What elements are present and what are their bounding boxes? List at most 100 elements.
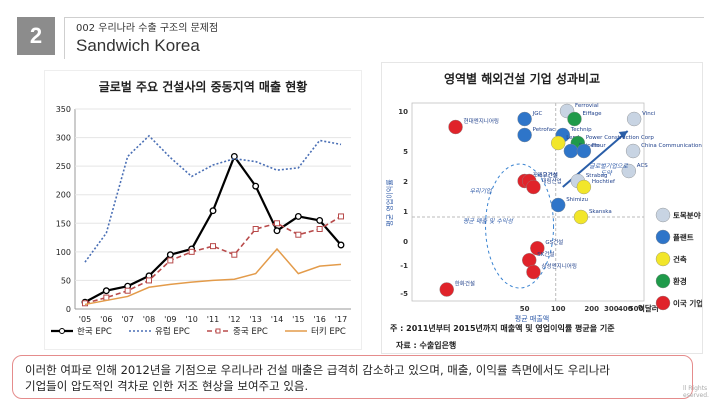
- x-tick-label: '05: [79, 315, 91, 324]
- data-point: [146, 277, 152, 284]
- point-label: 대림산업: [541, 177, 561, 185]
- page-subtitle: 002 우리나라 수출 구조의 문제점: [76, 23, 219, 34]
- data-point: [188, 248, 195, 255]
- chart-note: 주 : 2011년부터 2015년까지 매출액 및 영업이익률 평균을 기준: [390, 323, 615, 333]
- point-label: ACS: [637, 163, 649, 169]
- annotation-average: 평균 매출 및 수익성: [463, 218, 514, 225]
- x-tick-label: 500: [629, 305, 644, 313]
- x-tick-label: 200: [584, 305, 599, 313]
- x-tick-label: '14: [271, 315, 283, 324]
- section-number: 2: [29, 23, 43, 48]
- legend-swatch: [655, 273, 671, 289]
- y-tick-label: 2: [403, 178, 408, 186]
- data-point: [338, 213, 344, 220]
- y-tick-label: 150: [56, 219, 71, 228]
- point-label: 포스코건설: [533, 171, 558, 179]
- data-point: [337, 241, 345, 249]
- data-point: [82, 300, 88, 307]
- scatter-point: [563, 143, 579, 159]
- scatter-point: [567, 111, 582, 127]
- legend-label: 터키 EPC: [311, 327, 346, 337]
- line-chart-title: 글로벌 주요 건설사의 중동지역 매출 현황: [99, 79, 308, 94]
- scatter-chart-panel: 영역별 해외건설 기업 성과비교 10 5 2 1 0 -1 -5 50 100 200 300 400…: [381, 62, 720, 354]
- data-point: [210, 243, 216, 250]
- legend-marker: [59, 328, 65, 334]
- data-point: [274, 220, 280, 227]
- scatter-chart-title: 영역별 해외건설 기업 성과비교: [444, 71, 600, 86]
- annotation-global: 글로벌기업으로: [589, 163, 628, 170]
- point-label: China Communication Construction: [641, 143, 702, 149]
- y-tick-label: 10: [398, 108, 408, 116]
- x-tick-label: '15: [292, 315, 304, 324]
- point-label: Eiffage: [582, 111, 602, 117]
- point-label: GS건설: [545, 238, 563, 246]
- growth-arrow-head: [618, 131, 628, 139]
- scatter-point: [526, 264, 541, 280]
- summary-note-line-1: 이러한 여파로 인해 2012년을 기점으로 우리나라 건설 매출은 급격히 감…: [25, 363, 611, 377]
- legend-swatch: [655, 251, 671, 267]
- chart-source: 자료 : 수출입은행: [396, 340, 456, 350]
- data-point: [209, 207, 217, 215]
- series-line: [84, 215, 342, 305]
- data-point: [167, 257, 174, 264]
- y-tick-label: 0: [403, 238, 408, 246]
- header-divider: [64, 17, 704, 18]
- point-label: 대우건설: [537, 171, 557, 179]
- legend-label: 한국 EPC: [77, 327, 112, 337]
- summary-note: 이러한 여파로 인해 2012년을 기점으로 우리나라 건설 매출은 급격히 감…: [12, 355, 693, 399]
- page-title: Sandwich Korea: [76, 36, 200, 55]
- data-point: [230, 152, 238, 160]
- x-tick-label: '08: [143, 315, 155, 324]
- scatter-point: [621, 163, 637, 179]
- y-tick-label: 1: [403, 208, 408, 216]
- y-tick-label: 250: [56, 162, 71, 171]
- point-label: 삼성엔지니어링: [541, 262, 576, 270]
- y-tick-label: 350: [56, 105, 71, 114]
- data-point: [295, 231, 302, 238]
- scatter-point: [517, 111, 532, 127]
- legend-label: 건축: [673, 254, 687, 264]
- scatter-point: [448, 119, 463, 135]
- point-label: Ferrovial: [575, 103, 599, 109]
- point-label: Technip: [570, 127, 592, 133]
- x-tick-label: 300: [604, 305, 619, 313]
- x-tick-label: '10: [185, 315, 197, 324]
- point-label: Hochtief: [592, 179, 616, 185]
- data-point: [124, 287, 131, 294]
- scatter-point: [550, 197, 566, 213]
- x-tick-label: '09: [164, 315, 176, 324]
- y-tick-label: -1: [400, 262, 408, 270]
- series-line: [84, 247, 342, 306]
- y-tick-label: -5: [400, 290, 408, 298]
- section-number-badge: 2: [17, 17, 55, 55]
- summary-note-line-2: 기업들이 압도적인 격차로 인한 저조 현상을 보여주고 있음.: [25, 379, 309, 393]
- point-label: JGC: [532, 111, 543, 117]
- legend-marker: [215, 328, 221, 334]
- data-point: [102, 287, 110, 295]
- x-tick-label: 400: [618, 305, 633, 313]
- scatter-point: [550, 135, 566, 151]
- scatter-point: [439, 282, 454, 297]
- data-point: [166, 251, 174, 259]
- copyright-line-1: ll Rights: [683, 385, 708, 392]
- legend-label: 토목분야: [673, 210, 701, 220]
- x-tick-label: '17: [335, 315, 347, 324]
- scatter-point: [573, 209, 589, 225]
- y-tick-label: 200: [56, 191, 71, 200]
- point-label: SK건설: [537, 250, 554, 258]
- data-point: [273, 227, 281, 235]
- legend-label: 중국 EPC: [233, 327, 268, 337]
- scatter-point: [625, 143, 641, 159]
- x-tick-label: 100: [551, 305, 566, 313]
- x-tick-label: '06: [100, 315, 112, 324]
- x-tick-label: '11: [207, 315, 219, 324]
- legend-label: 이국 기업: [673, 298, 702, 308]
- legend-label: 유럽 EPC: [155, 327, 190, 337]
- data-point: [316, 226, 323, 232]
- header-vertical-divider: [64, 17, 65, 59]
- point-label: Vinci: [642, 111, 656, 117]
- legend-swatch: [655, 229, 671, 245]
- scatter-point: [576, 143, 592, 159]
- y-tick-label: 100: [56, 248, 71, 257]
- point-label: Flour: [592, 143, 607, 149]
